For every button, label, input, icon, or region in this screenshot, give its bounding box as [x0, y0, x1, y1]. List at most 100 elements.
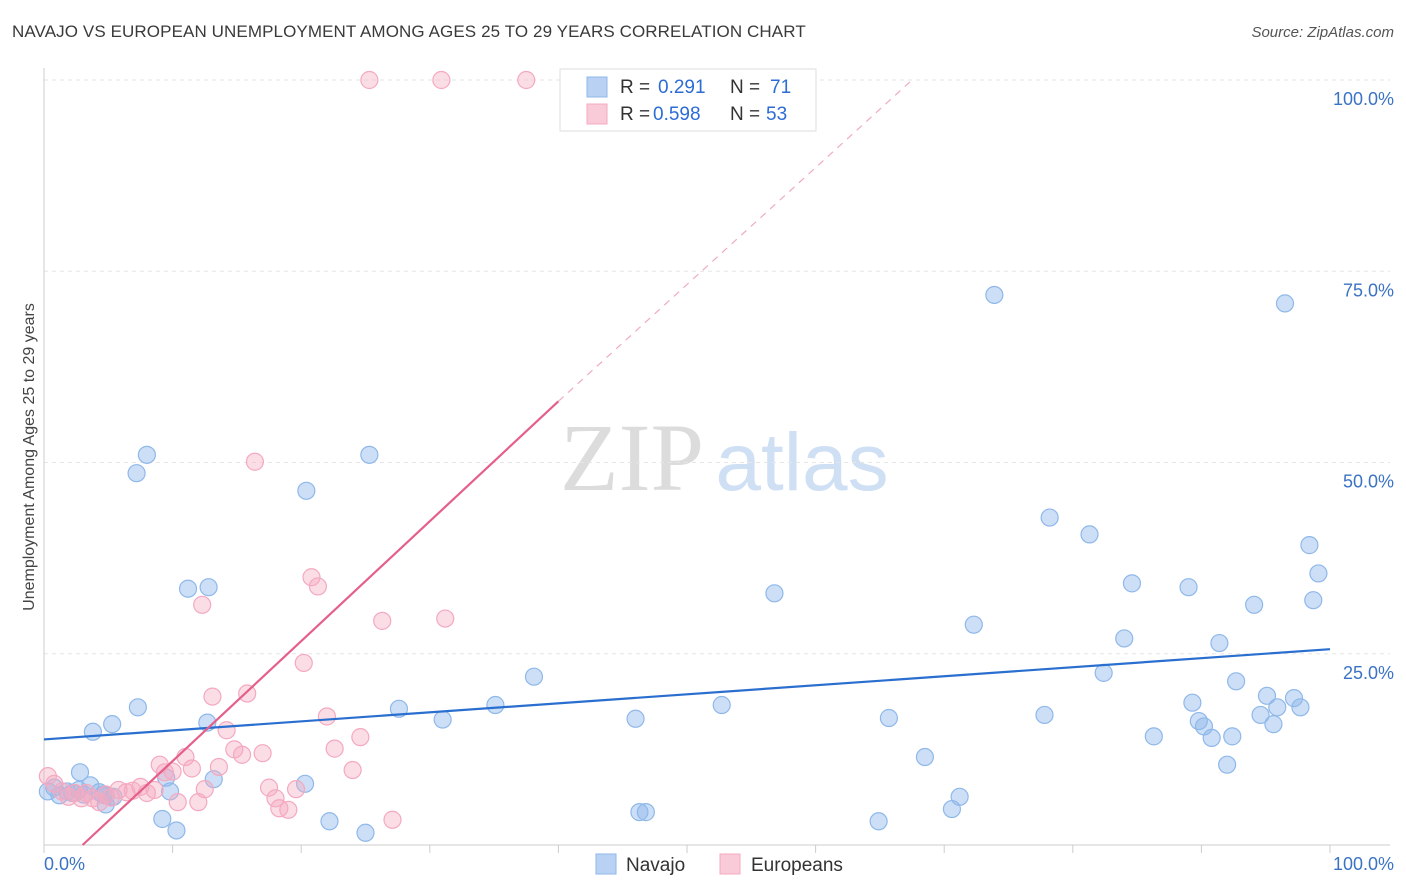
- chart-title: NAVAJO VS EUROPEAN UNEMPLOYMENT AMONG AG…: [12, 22, 806, 41]
- point-navajo-29: [320, 812, 339, 831]
- point-europeans-42: [317, 707, 337, 726]
- point-navajo-23: [167, 821, 186, 840]
- point-navajo-19: [178, 579, 198, 598]
- point-navajo-28: [295, 774, 315, 793]
- point-europeans-16: [145, 780, 164, 800]
- y-tick-label-1: 50.0%: [1343, 472, 1394, 492]
- point-europeans-25: [195, 780, 214, 799]
- point-navajo-72: [1300, 536, 1319, 555]
- point-navajo-69: [1275, 294, 1295, 313]
- point-europeans-1: [45, 774, 64, 793]
- point-navajo-61: [1218, 755, 1237, 774]
- bottom-legend-swatch-europeans: [719, 853, 741, 875]
- point-navajo-43: [915, 747, 935, 767]
- point-navajo-11: [70, 763, 90, 782]
- point-europeans-39: [294, 653, 313, 673]
- point-europeans-41: [308, 577, 328, 596]
- bottom-legend-europeans: Europeans: [751, 855, 843, 876]
- legend-top: R = 0.291 N = 71 R = 0.598 N = 53: [559, 68, 817, 132]
- point-europeans-38: [286, 780, 306, 799]
- legend-r-value-navajo: 0.291: [658, 77, 706, 98]
- point-navajo-20: [153, 809, 172, 829]
- point-europeans-40: [302, 568, 321, 587]
- point-navajo-36: [626, 709, 645, 728]
- point-europeans-49: [432, 70, 451, 90]
- point-navajo-70: [1284, 689, 1304, 708]
- point-navajo-55: [1179, 578, 1198, 597]
- point-europeans-26: [203, 687, 222, 706]
- point-navajo-34: [486, 695, 505, 715]
- legend-swatch-navajo: [586, 76, 608, 98]
- point-navajo-26: [199, 578, 218, 597]
- grid-lines: [44, 79, 1390, 655]
- point-navajo-54: [1144, 727, 1163, 746]
- point-navajo-53: [1122, 574, 1142, 593]
- point-europeans-18: [155, 763, 174, 782]
- point-navajo-33: [433, 710, 452, 729]
- trend-lines: [43, 79, 1331, 846]
- point-europeans-34: [259, 778, 279, 797]
- legend-swatch-europeans: [586, 103, 608, 125]
- point-europeans-45: [351, 728, 370, 747]
- point-navajo-52: [1115, 629, 1134, 648]
- point-navajo-66: [1257, 686, 1277, 705]
- legend-r-label-europeans: R =: [620, 104, 650, 125]
- point-navajo-32: [389, 699, 409, 718]
- point-europeans-35: [266, 789, 285, 808]
- legend-n-label-navajo: N =: [730, 77, 760, 98]
- y-tick-label-3: 100.0%: [1333, 89, 1394, 109]
- point-europeans-30: [232, 745, 252, 764]
- point-navajo-51: [1094, 663, 1113, 682]
- point-navajo-17: [127, 464, 146, 483]
- point-navajo-42: [879, 708, 899, 728]
- point-navajo-46: [964, 615, 983, 634]
- data-points: [38, 70, 1328, 842]
- legend-n-value-europeans: 53: [766, 104, 787, 125]
- point-navajo-18: [137, 445, 156, 464]
- point-europeans-32: [245, 452, 265, 471]
- point-navajo-37: [630, 803, 649, 822]
- y-tick-labels: 25.0% 50.0% 75.0% 100.0%: [1333, 89, 1394, 683]
- point-navajo-63: [1227, 672, 1246, 691]
- trend-line-europeans: [81, 400, 560, 846]
- point-europeans-12: [117, 783, 136, 802]
- legend-r-value-europeans: 0.598: [653, 104, 701, 125]
- point-navajo-30: [356, 823, 375, 842]
- point-navajo-12: [83, 722, 102, 741]
- y-tick-label-0: 25.0%: [1343, 663, 1394, 683]
- point-navajo-50: [1080, 525, 1099, 544]
- point-europeans-51: [517, 70, 536, 90]
- point-europeans-46: [360, 70, 379, 90]
- point-navajo-73: [1304, 591, 1323, 610]
- legend-r-label-navajo: R =: [620, 77, 650, 98]
- y-tick-label-2: 75.0%: [1343, 280, 1394, 300]
- point-europeans-50: [436, 609, 455, 628]
- point-europeans-48: [383, 810, 402, 829]
- point-navajo-56: [1183, 693, 1202, 712]
- point-navajo-27: [297, 481, 316, 500]
- point-europeans-27: [209, 757, 228, 777]
- legend-n-value-navajo: 71: [770, 77, 791, 98]
- point-navajo-31: [360, 445, 379, 464]
- chart-source: Source: ZipAtlas.com: [1251, 24, 1394, 41]
- point-navajo-67: [1264, 715, 1283, 734]
- point-europeans-36: [270, 799, 289, 818]
- point-navajo-14: [103, 715, 122, 734]
- legend-n-label-europeans: N =: [730, 104, 760, 125]
- point-europeans-44: [343, 760, 362, 780]
- point-navajo-16: [128, 698, 147, 717]
- point-europeans-28: [217, 721, 236, 740]
- point-navajo-60: [1210, 633, 1229, 653]
- point-navajo-59: [1202, 728, 1221, 748]
- point-navajo-49: [1040, 508, 1059, 527]
- legend-bottom: Navajo Europeans: [595, 853, 843, 876]
- bottom-legend-swatch-navajo: [595, 853, 617, 875]
- point-navajo-74: [1309, 564, 1328, 583]
- point-navajo-41: [869, 812, 888, 831]
- point-europeans-43: [325, 739, 344, 758]
- trend-line-dashed-europeans: [557, 79, 913, 402]
- trend-line-navajo: [43, 648, 1331, 741]
- point-europeans-20: [168, 793, 187, 812]
- point-navajo-45: [950, 787, 969, 806]
